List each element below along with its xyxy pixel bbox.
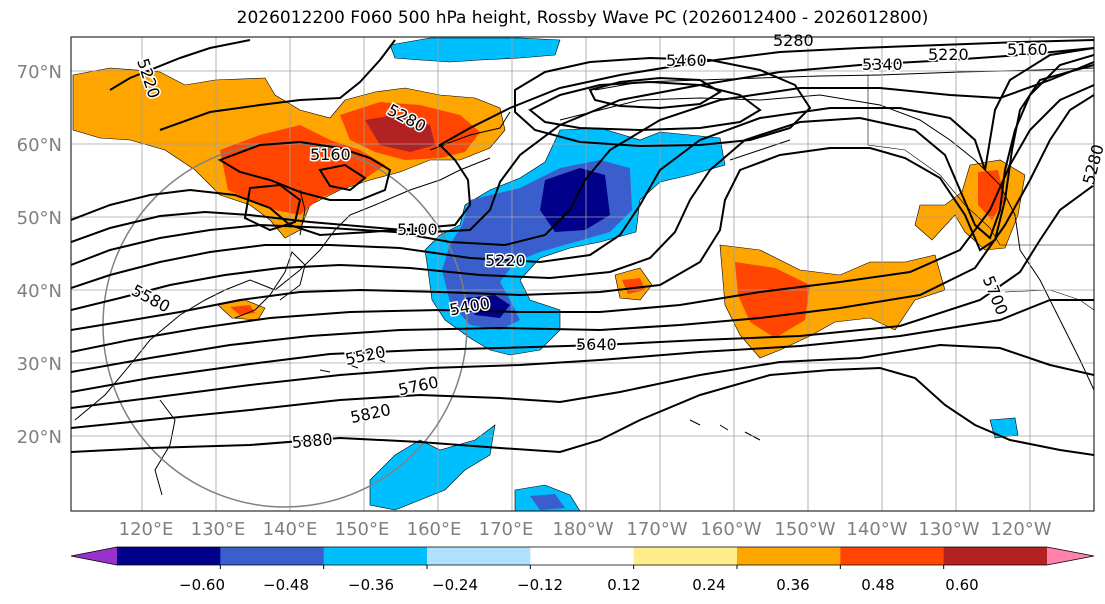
contour-label: 5220 (928, 45, 969, 64)
colorbar-segment (220, 547, 325, 565)
contour-label: 5340 (862, 55, 903, 74)
colorbar-segment (737, 547, 841, 565)
colorbar-segment (840, 547, 945, 565)
colorbar-outline (70, 546, 1095, 566)
lon-label: 120°W (990, 519, 1051, 540)
colorbar-segment (633, 547, 738, 565)
contour-label: 5880 (291, 429, 333, 451)
colorbar-extend-low (71, 547, 117, 565)
colorbar-tick-label: 0.12 (607, 576, 640, 594)
lon-label: 130°W (918, 519, 979, 540)
lat-label: 40°N (17, 281, 62, 302)
colorbar-segment (117, 547, 221, 565)
contour-label: 5280 (773, 31, 814, 50)
lon-label: 160°E (407, 519, 462, 540)
lon-label: 150°W (774, 519, 835, 540)
colorbar-tick-label: −0.36 (348, 576, 394, 594)
colorbar-segment (943, 547, 1048, 565)
lon-label: 170°E (479, 519, 534, 540)
colorbar-tick-label: 0.36 (776, 576, 809, 594)
lon-label: 180°W (552, 519, 613, 540)
longitude-labels: 120°E 130°E 140°E 150°E 160°E 170°E 180°… (119, 519, 1052, 540)
map-title: 2026012200 F060 500 hPa height, Rossby W… (236, 8, 929, 28)
colorbar-segment (323, 547, 428, 565)
negative-anomaly-shading (369, 37, 1019, 511)
colorbar-tick-label: −0.60 (179, 576, 225, 594)
colorbar-tick-label: −0.48 (263, 576, 309, 594)
contour-label: 5460 (666, 51, 707, 70)
lon-label: 170°W (626, 519, 687, 540)
contour-label: 5100 (397, 220, 438, 239)
colorbar-tick-label: −0.24 (432, 576, 478, 594)
colorbar (70, 546, 1095, 569)
political-borders (867, 75, 1094, 311)
lon-label: 160°W (700, 519, 761, 540)
lon-label: 130°E (191, 519, 246, 540)
colorbar-segment (427, 547, 531, 565)
lat-label: 50°N (17, 208, 62, 229)
graticule (71, 37, 1094, 511)
lat-label: 60°N (17, 135, 62, 156)
lat-label: 30°N (17, 354, 62, 375)
height-contours (71, 39, 1094, 456)
contour-label: 5640 (576, 335, 617, 354)
lat-label: 70°N (17, 62, 62, 83)
colorbar-tick-label: −0.12 (517, 576, 563, 594)
colorbar-tick-labels: −0.60 −0.48 −0.36 −0.24 −0.12 0.12 0.24 … (179, 576, 979, 594)
latitude-labels: 70°N 60°N 50°N 40°N 30°N 20°N (17, 62, 62, 448)
colorbar-tick-label: 0.60 (945, 576, 978, 594)
colorbar-extend-high (1047, 547, 1094, 565)
lon-label: 140°W (846, 519, 907, 540)
lon-label: 120°E (119, 519, 174, 540)
colorbar-segment (530, 547, 635, 565)
contour-label: 5160 (1007, 40, 1048, 59)
contour-label: 5220 (485, 251, 526, 270)
lat-label: 20°N (17, 427, 62, 448)
colorbar-tick-label: 0.48 (861, 576, 894, 594)
colorbar-tick-label: 0.24 (692, 576, 725, 594)
contour-label: 5160 (310, 145, 351, 164)
lon-label: 150°E (335, 519, 390, 540)
map-frame (70, 36, 1095, 512)
lon-label: 140°E (263, 519, 318, 540)
